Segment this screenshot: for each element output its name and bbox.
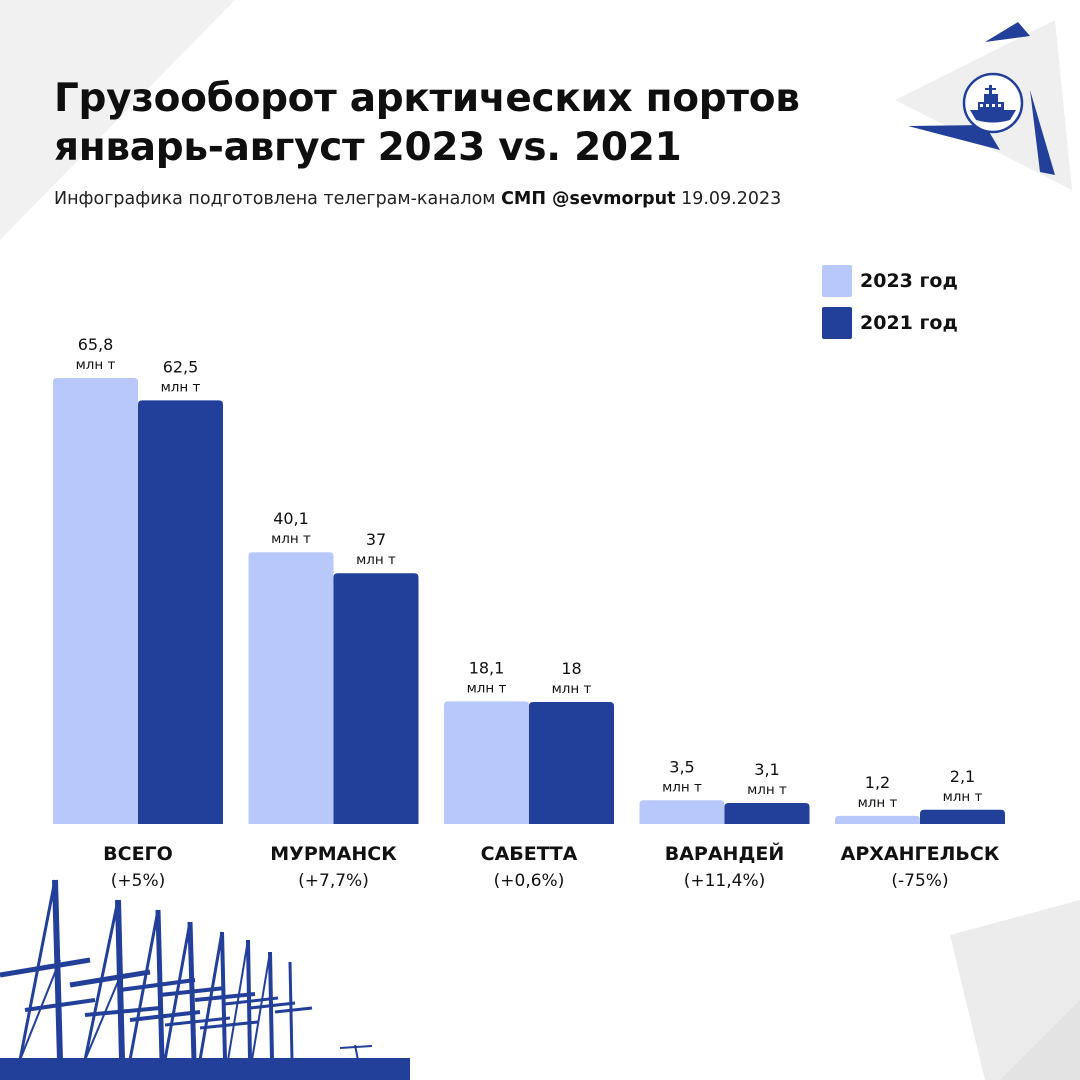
unit-label-0-series-0: млн т: [76, 357, 116, 373]
unit-label-1-series-0: млн т: [271, 531, 311, 547]
icebreaker-ship-icon: [962, 72, 1024, 134]
bar-4-series-0: [835, 815, 920, 824]
chart-legend: 2023 год 2021 год: [822, 265, 958, 349]
bar-2-series-1: [529, 701, 614, 824]
legend-item-2023: 2023 год: [822, 265, 958, 297]
bar-3-series-0: [639, 800, 725, 824]
unit-label-0-series-1: млн т: [161, 379, 201, 395]
bar-4-series-1: [920, 809, 1005, 824]
page-title: Грузооборот арктических портов январь-ав…: [54, 74, 854, 172]
gray-triangle-top-left: [0, 0, 235, 240]
bar-1-series-1: [333, 573, 419, 824]
category-change-3: (+11,4%): [683, 871, 766, 891]
title-block: Грузооборот арктических портов январь-ав…: [54, 74, 854, 172]
data-label-3-series-0: 3,5: [669, 757, 694, 776]
title-line-2: январь-август 2023 vs. 2021: [54, 125, 682, 170]
title-line-1: Грузооборот арктических портов: [54, 76, 800, 121]
unit-label-4-series-0: млн т: [858, 795, 898, 811]
subtitle-prefix: Инфографика подготовлена телеграм-канало…: [54, 189, 496, 209]
unit-label-2-series-0: млн т: [467, 680, 507, 696]
bar-0-series-0: [53, 378, 138, 824]
category-change-1: (+7,7%): [298, 871, 369, 891]
legend-item-2021: 2021 год: [822, 307, 958, 339]
unit-label-4-series-1: млн т: [943, 789, 983, 805]
category-label-4: АРХАНГЕЛЬСК: [840, 843, 1000, 865]
blue-triangle-top-right-c: [1030, 90, 1055, 175]
data-label-2-series-0: 18,1: [469, 658, 505, 677]
category-change-2: (+0,6%): [493, 871, 565, 891]
legend-swatch-2021: [822, 307, 852, 339]
data-label-0-series-1: 62,5: [163, 357, 199, 376]
category-label-3: ВАРАНДЕЙ: [664, 843, 785, 865]
blue-triangle-top-right-b: [908, 125, 1000, 150]
data-label-1-series-1: 37: [366, 530, 386, 549]
legend-swatch-2023: [822, 265, 852, 297]
unit-label-2-series-1: млн т: [552, 681, 592, 697]
category-label-2: САБЕТТА: [480, 843, 578, 865]
data-label-1-series-0: 40,1: [273, 509, 309, 528]
unit-label-3-series-0: млн т: [662, 779, 702, 795]
category-label-1: МУРМАНСК: [270, 843, 397, 865]
data-label-2-series-1: 18: [561, 659, 581, 678]
category-change-4: (-75%): [891, 871, 949, 891]
data-label-4-series-0: 1,2: [865, 773, 890, 792]
unit-label-3-series-1: млн т: [747, 782, 787, 798]
gray-triangle-bottom-right-2: [1000, 1000, 1080, 1080]
category-label-0: ВСЕГО: [103, 843, 173, 865]
bar-3-series-1: [724, 802, 810, 824]
blue-triangle-top-right-a: [985, 22, 1030, 42]
category-change-0: (+5%): [110, 871, 166, 891]
legend-label-2023: 2023 год: [860, 270, 958, 292]
data-label-0-series-0: 65,8: [78, 335, 114, 354]
legend-label-2021: 2021 год: [860, 312, 958, 334]
bar-2-series-0: [444, 701, 529, 824]
bar-0-series-1: [138, 400, 223, 824]
unit-label-1-series-1: млн т: [356, 552, 396, 568]
data-label-3-series-1: 3,1: [754, 760, 779, 779]
data-label-4-series-1: 2,1: [950, 767, 975, 786]
bar-1-series-0: [248, 552, 334, 824]
subtitle-date: 19.09.2023: [681, 189, 782, 209]
subtitle-channel: СМП @sevmorput: [501, 189, 676, 209]
subtitle: Инфографика подготовлена телеграм-канало…: [54, 189, 781, 209]
